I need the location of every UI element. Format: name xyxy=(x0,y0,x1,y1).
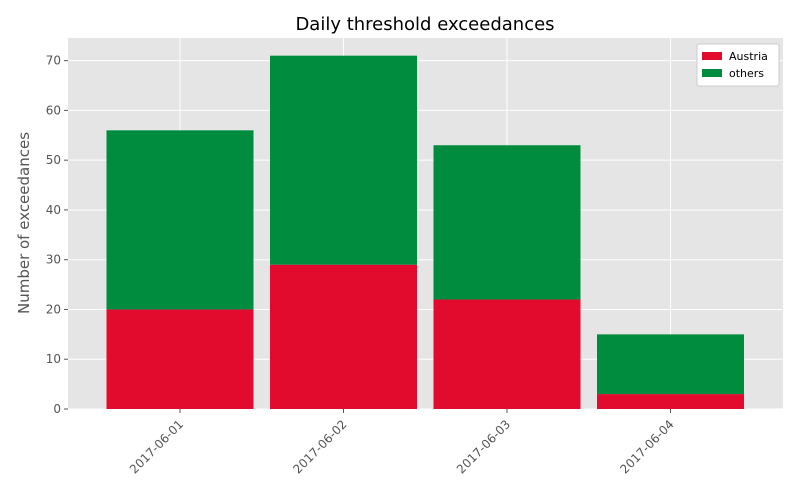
y-tick-label: 60 xyxy=(46,103,61,117)
x-tick-label: 2017-06-02 xyxy=(290,417,349,476)
y-tick-label: 20 xyxy=(46,302,61,316)
y-tick-label: 70 xyxy=(46,54,61,68)
bar-austria-2017-06-04 xyxy=(597,394,744,409)
legend-label: others xyxy=(729,67,764,80)
bar-others-2017-06-03 xyxy=(433,145,581,300)
y-tick-label: 10 xyxy=(46,352,61,366)
legend-swatch xyxy=(702,52,722,60)
y-axis-title: Number of exceedances xyxy=(15,132,33,314)
x-tick-label: 2017-06-04 xyxy=(617,417,676,476)
bar-others-2017-06-04 xyxy=(597,334,744,395)
bar-austria-2017-06-03 xyxy=(433,299,581,409)
bar-austria-2017-06-01 xyxy=(106,309,254,409)
y-tick-label: 0 xyxy=(53,402,61,416)
legend: Austria others xyxy=(696,43,780,87)
y-tick-label: 30 xyxy=(46,253,61,267)
chart-title: Daily threshold exceedances xyxy=(295,14,554,35)
legend-label: Austria xyxy=(729,50,768,63)
bar-others-2017-06-01 xyxy=(106,130,254,310)
bars xyxy=(106,55,744,409)
x-tick-label: 2017-06-03 xyxy=(454,417,513,476)
bar-others-2017-06-02 xyxy=(270,55,417,265)
x-tick-label: 2017-06-01 xyxy=(127,417,186,476)
bar-austria-2017-06-02 xyxy=(270,264,417,409)
y-tick-label: 50 xyxy=(46,153,61,167)
y-axis: 0 10 20 30 40 50 60 70 xyxy=(46,54,68,416)
x-axis: 2017-06-01 2017-06-02 2017-06-03 2017-06-04 xyxy=(127,409,677,476)
legend-swatch xyxy=(702,69,722,77)
y-tick-label: 40 xyxy=(46,203,61,217)
